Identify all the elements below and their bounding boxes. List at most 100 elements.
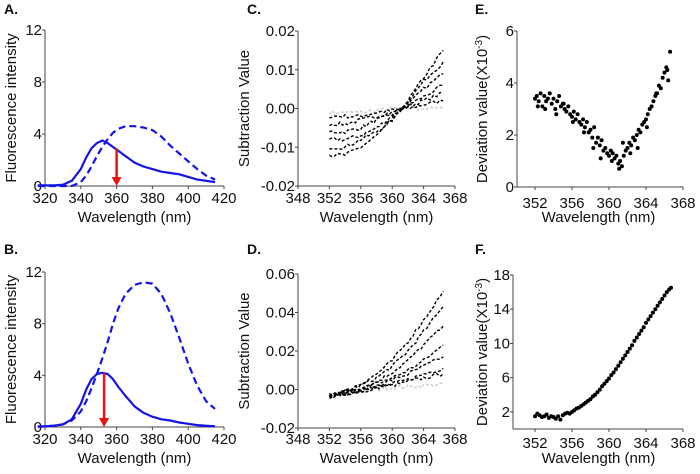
data-point	[597, 387, 602, 392]
data-point	[549, 101, 554, 106]
data-point	[553, 107, 558, 111]
data-point	[545, 96, 550, 101]
data-point	[617, 166, 622, 171]
data-point	[557, 94, 562, 98]
x-tick-label: 320	[32, 431, 57, 448]
x-axis-label: Wavelength (nm)	[320, 450, 434, 467]
data-point	[655, 303, 660, 308]
x-tick-label: 364	[411, 431, 436, 448]
x-axis-label: Wavelength (nm)	[320, 209, 434, 226]
y-tick-label: 4	[34, 126, 42, 143]
y-axis-label: Deviation value(X10-3)	[474, 35, 492, 183]
y-tick-label: 8	[34, 74, 42, 91]
data-point	[599, 138, 604, 143]
x-tick-label: 360	[104, 431, 129, 448]
series-line-s5	[329, 72, 444, 142]
x-tick-label: 356	[559, 195, 584, 212]
data-point	[632, 338, 637, 343]
data-point	[616, 363, 621, 368]
series-line-s2	[329, 372, 444, 396]
x-axis-label: Wavelength (nm)	[78, 209, 192, 226]
y-axis-label: Subtraction Value	[236, 292, 253, 409]
data-point	[593, 392, 598, 397]
data-point	[538, 91, 543, 96]
data-point	[620, 140, 625, 145]
panel-label: C.	[247, 1, 261, 17]
panel-label: B.	[4, 241, 18, 257]
y-tick-label: 10	[493, 335, 510, 352]
data-point	[555, 99, 560, 104]
data-point	[648, 314, 653, 319]
data-point	[664, 290, 669, 295]
data-point	[662, 293, 667, 298]
data-point	[651, 99, 656, 104]
data-point	[588, 127, 593, 132]
data-point	[582, 125, 587, 130]
y-tick-label: 4	[506, 75, 514, 92]
data-point	[625, 146, 630, 150]
x-tick-label: 340	[68, 190, 93, 207]
y-tick-label: 12	[25, 22, 42, 39]
data-point	[603, 146, 608, 150]
x-tick-label: 368	[670, 195, 695, 212]
data-point	[638, 130, 643, 135]
data-point	[544, 412, 549, 417]
data-point	[634, 335, 639, 340]
data-point	[570, 120, 575, 124]
data-point	[635, 146, 640, 150]
x-tick-label: 352	[317, 431, 342, 448]
series-line-s6	[329, 325, 444, 397]
data-point	[627, 346, 632, 351]
data-point	[579, 122, 584, 127]
data-point	[591, 146, 596, 150]
arrow-head-icon	[111, 177, 122, 186]
x-tick-label: 360	[596, 435, 621, 452]
x-tick-label: 348	[285, 431, 310, 448]
y-tick-label: 0.01	[266, 62, 295, 79]
data-point	[607, 153, 611, 158]
data-point	[654, 91, 659, 96]
data-point	[645, 112, 650, 117]
data-point	[641, 325, 646, 330]
x-tick-label: 420	[211, 190, 236, 207]
x-tick-label: 360	[380, 190, 405, 207]
data-point	[570, 114, 574, 119]
panel-label: E.	[475, 1, 488, 17]
data-point	[533, 414, 537, 419]
y-tick-label: 0.06	[266, 266, 295, 283]
x-axis-label: Wavelength (nm)	[78, 450, 192, 467]
data-point	[566, 104, 571, 109]
data-point	[551, 96, 556, 101]
panel-label: F.	[475, 241, 486, 257]
data-point	[623, 353, 628, 358]
data-point	[595, 135, 600, 140]
data-point	[644, 320, 648, 325]
data-point	[657, 300, 662, 305]
x-tick-label: 356	[559, 435, 584, 452]
series-line-dashed	[37, 281, 216, 429]
x-tick-label: 352	[522, 195, 547, 212]
x-tick-label: 400	[176, 431, 201, 448]
series-line-s2	[329, 99, 444, 119]
data-point	[582, 130, 586, 135]
data-point	[597, 143, 602, 148]
y-tick-label: -0.02	[261, 178, 295, 195]
data-point	[639, 328, 644, 333]
data-point	[650, 310, 655, 315]
y-tick-label: 4	[34, 367, 42, 384]
data-point	[620, 356, 625, 361]
panel-c: C. -0.02 -0.01 0.00 0.01 0.02 348 352 356 360 364 3…	[236, 1, 468, 226]
y-tick-label: 0.02	[266, 23, 295, 40]
data-point	[632, 138, 637, 143]
x-tick-label: 356	[348, 431, 373, 448]
data-point	[630, 343, 635, 348]
x-tick-label: 356	[348, 190, 373, 207]
data-point	[581, 117, 586, 122]
series-line-s7	[328, 306, 444, 399]
series-line-s4	[329, 356, 444, 397]
y-tick-label: 8	[34, 316, 42, 333]
x-tick-label: 364	[633, 195, 658, 212]
data-point	[540, 104, 545, 109]
y-tick-label: -0.01	[261, 139, 295, 156]
